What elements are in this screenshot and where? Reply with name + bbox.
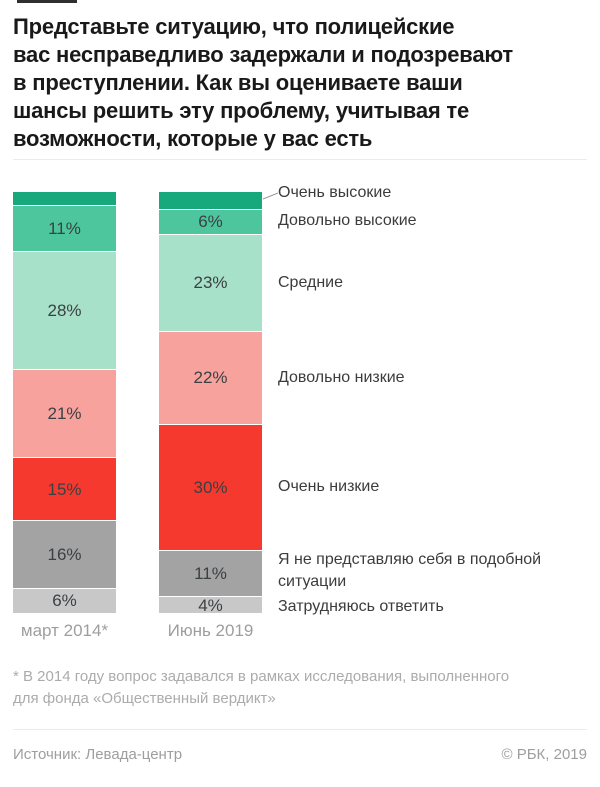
category-label: Довольно высокие (278, 212, 417, 229)
segment-value-label: 22% (193, 368, 228, 388)
footer-row: Источник: Левада-центр © РБК, 2019 (13, 746, 587, 763)
segment-value-label: 11% (194, 563, 227, 583)
category-label: Очень низкие (278, 478, 380, 495)
segment-value-label: 23% (193, 273, 228, 293)
source-label: Источник: Левада-центр (13, 746, 183, 763)
footnote: * В 2014 году вопрос задавался в рамках … (13, 666, 509, 710)
top-accent-rule (17, 0, 77, 3)
title-line: вас несправедливо задержали и подозреваю… (13, 42, 513, 67)
segment-value-label: 15% (47, 479, 82, 499)
footnote-line: * В 2014 году вопрос задавался в рамках … (13, 668, 510, 685)
segment-value-label: 4% (198, 595, 223, 615)
copyright-label: © РБК, 2019 (501, 746, 587, 763)
bar-segment: 15% (13, 457, 116, 521)
page-title: Представьте ситуацию, что полицейские вас… (13, 13, 513, 153)
segment-value-label: 28% (47, 300, 82, 320)
bar-segment: 11% (13, 204, 116, 251)
title-line: шансы решить эту проблему, учитывая те (13, 98, 470, 123)
stacked-bar-june-2019: 6% 23% 22% 30% 11% 4% (159, 192, 262, 615)
bar-segment (13, 192, 116, 205)
stacked-bar-march-2014: 11% 28% 21% 15% 16% 6% (13, 192, 116, 613)
title-line: возможности, которые у вас есть (13, 126, 373, 151)
segment-value-label: 30% (193, 477, 228, 497)
title-line: Представьте ситуацию, что полицейские (13, 14, 455, 39)
bar-segment (159, 192, 262, 209)
segment-value-label: 11% (48, 218, 81, 238)
divider-under-title (13, 159, 587, 160)
segment-value-label: 21% (47, 404, 82, 423)
category-label: Очень высокие (278, 184, 392, 201)
segment-value-label: 6% (198, 212, 223, 232)
category-label: Средние (278, 274, 344, 291)
footnote-line: для фонда «Общественный вердикт» (13, 690, 276, 707)
x-axis-label-june-2019: Июнь 2019 (167, 621, 254, 640)
bar-segment: 4% (159, 595, 262, 615)
divider-above-footer (13, 729, 587, 730)
segment-value-label: 6% (52, 591, 77, 611)
bar-segment: 30% (159, 423, 262, 550)
category-label: Я не представляю себя в подобной ситуаци… (278, 551, 542, 590)
x-axis-label-march-2014: март 2014* (20, 621, 109, 640)
category-label: Довольно низкие (278, 369, 405, 386)
bar-segment: 21% (13, 368, 116, 458)
bar-segment: 23% (159, 234, 262, 331)
bar-segment: 6% (13, 587, 116, 613)
category-label: Затрудняюсь ответить (278, 598, 444, 615)
bar-segment: 11% (159, 549, 262, 597)
bar-segment: 16% (13, 520, 116, 588)
leader-line (262, 192, 279, 200)
bar-segment: 28% (13, 250, 116, 369)
bar-segment: 6% (159, 208, 262, 235)
segment-value-label: 16% (47, 545, 82, 565)
bar-segment: 22% (159, 330, 262, 424)
title-line: в преступлении. Как вы оцениваете ваши (13, 70, 463, 95)
